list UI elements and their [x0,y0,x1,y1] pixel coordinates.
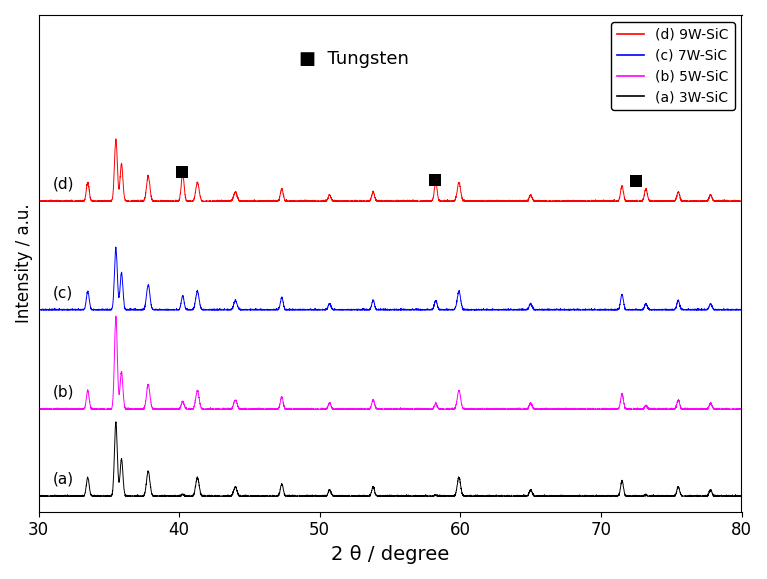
Legend: (d) 9W-SiC, (c) 7W-SiC, (b) 5W-SiC, (a) 3W-SiC: (d) 9W-SiC, (c) 7W-SiC, (b) 5W-SiC, (a) … [611,22,735,110]
Text: (c): (c) [53,285,73,301]
Text: (b): (b) [53,385,74,400]
Y-axis label: Intensity / a.u.: Intensity / a.u. [15,204,33,323]
Text: ■  Tungsten: ■ Tungsten [298,50,409,68]
Text: (a): (a) [53,472,74,487]
Text: (d): (d) [53,177,74,192]
X-axis label: 2 θ / degree: 2 θ / degree [331,545,449,564]
